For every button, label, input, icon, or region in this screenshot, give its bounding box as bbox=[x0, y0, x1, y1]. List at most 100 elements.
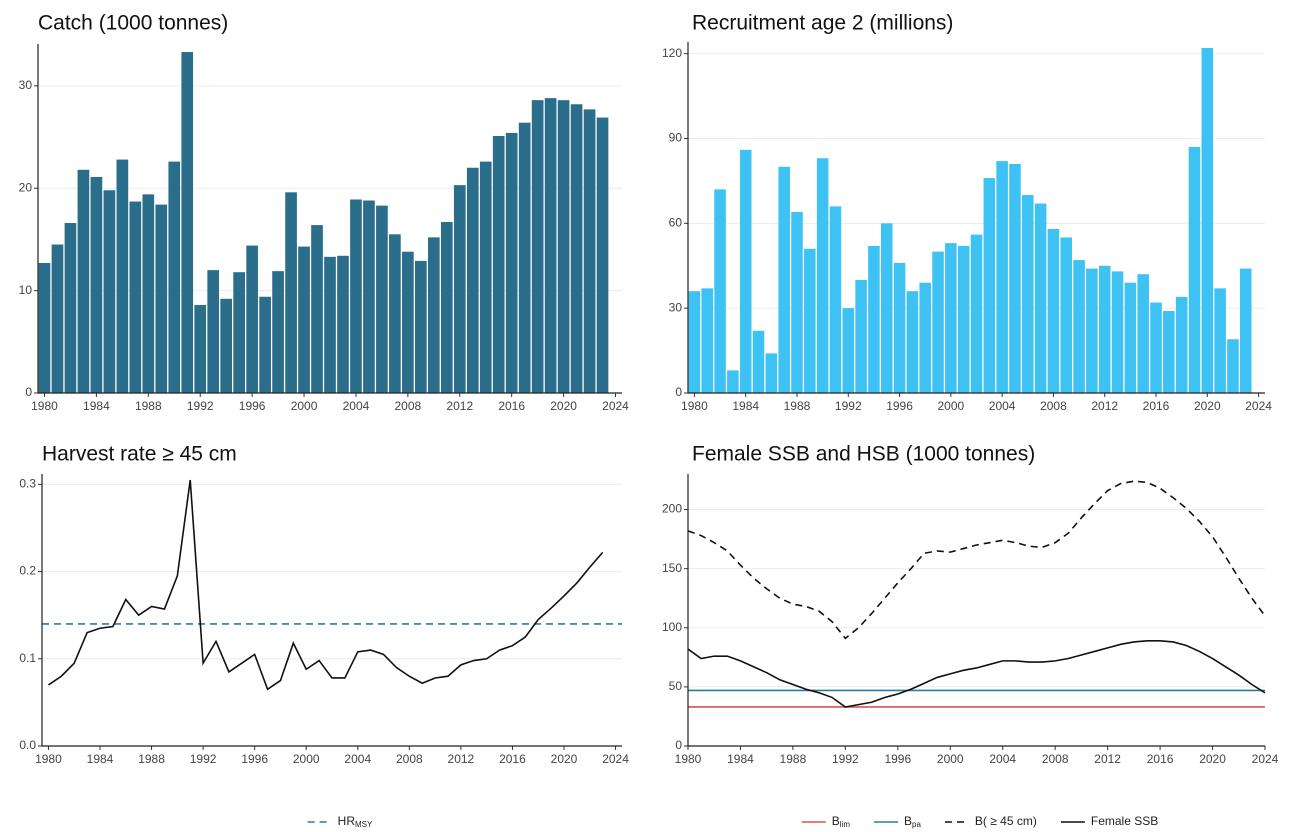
bar bbox=[77, 169, 90, 393]
x-tick-label: 1996 bbox=[886, 399, 913, 413]
bar bbox=[64, 223, 77, 393]
bar bbox=[1034, 203, 1047, 393]
y-tick-label: 50 bbox=[669, 679, 683, 693]
x-tick-label: 1992 bbox=[832, 752, 859, 766]
bar bbox=[919, 282, 931, 393]
x-tick-label: 1996 bbox=[884, 752, 911, 766]
x-tick-label: 2004 bbox=[343, 399, 370, 413]
bar bbox=[1214, 288, 1226, 393]
bar bbox=[932, 251, 944, 393]
x-tick-label: 1992 bbox=[835, 399, 862, 413]
bar bbox=[868, 245, 880, 393]
bar bbox=[739, 149, 752, 393]
bar bbox=[906, 291, 919, 393]
x-tick-label: 2016 bbox=[498, 399, 525, 413]
bar bbox=[142, 194, 155, 393]
x-tick-label: 2020 bbox=[551, 752, 578, 766]
bar bbox=[415, 260, 427, 393]
bar bbox=[804, 248, 816, 393]
bar bbox=[402, 251, 414, 393]
x-tick-label: 2004 bbox=[344, 752, 371, 766]
legend: Blim Bpa B( ≥ 45 cm) Female SSB bbox=[801, 814, 1158, 829]
bar bbox=[246, 245, 258, 393]
chart-title: Recruitment age 2 (millions) bbox=[692, 12, 953, 35]
bar bbox=[829, 206, 842, 393]
bar bbox=[1175, 296, 1188, 393]
y-tick-label: 60 bbox=[669, 215, 683, 229]
bar bbox=[688, 291, 701, 393]
y-tick-label: 0 bbox=[25, 385, 32, 399]
bar bbox=[1086, 268, 1098, 393]
bar bbox=[38, 262, 51, 393]
x-tick-label: 2024 bbox=[602, 752, 629, 766]
y-tick-label: 100 bbox=[662, 620, 682, 634]
x-tick-label: 1992 bbox=[190, 752, 217, 766]
bar bbox=[842, 308, 855, 393]
bar bbox=[596, 117, 609, 394]
bar bbox=[181, 52, 194, 393]
bar bbox=[970, 234, 983, 393]
x-tick-label: 2016 bbox=[1147, 752, 1174, 766]
bar bbox=[1009, 163, 1021, 393]
y-tick-label: 90 bbox=[669, 131, 683, 145]
x-tick-label: 1980 bbox=[675, 752, 702, 766]
bar bbox=[466, 167, 479, 393]
y-tick-label: 10 bbox=[19, 283, 33, 297]
x-tick-label: 1984 bbox=[727, 752, 754, 766]
y-tick-label: 0.3 bbox=[19, 477, 36, 491]
bar bbox=[1201, 48, 1214, 393]
bar bbox=[168, 161, 181, 393]
x-tick-label: 1988 bbox=[135, 399, 162, 413]
bar bbox=[791, 212, 803, 393]
bar bbox=[570, 104, 583, 393]
bar bbox=[778, 166, 790, 393]
bar bbox=[311, 225, 323, 393]
y-tick-label: 0 bbox=[675, 385, 682, 399]
bar bbox=[727, 370, 739, 393]
bar bbox=[531, 100, 544, 393]
bar bbox=[389, 234, 401, 393]
bar bbox=[583, 109, 596, 393]
bar bbox=[440, 222, 453, 393]
legend-name: B bbox=[904, 814, 912, 828]
x-tick-label: 2008 bbox=[396, 752, 423, 766]
bar bbox=[880, 223, 893, 393]
series-line bbox=[47, 479, 604, 691]
legend-name: B( ≥ 45 cm) bbox=[975, 814, 1037, 828]
bar bbox=[453, 185, 466, 393]
bar bbox=[505, 132, 518, 393]
bar bbox=[103, 190, 116, 393]
y-tick-label: 150 bbox=[662, 561, 682, 575]
x-tick-label: 2004 bbox=[989, 399, 1016, 413]
bar bbox=[479, 161, 492, 393]
legend-name: Female SSB bbox=[1091, 814, 1158, 828]
x-tick-label: 1984 bbox=[83, 399, 110, 413]
bar bbox=[1111, 271, 1124, 393]
legend-label: B( ≥ 45 cm) bbox=[975, 814, 1037, 828]
chart-title: Catch (1000 tonnes) bbox=[38, 12, 228, 35]
bar bbox=[1022, 195, 1034, 393]
bar bbox=[816, 158, 829, 393]
bar bbox=[1098, 265, 1111, 393]
x-tick-label: 2020 bbox=[550, 399, 577, 413]
bar bbox=[945, 243, 957, 393]
y-tick-label: 30 bbox=[19, 78, 33, 92]
x-tick-label: 1988 bbox=[138, 752, 165, 766]
bar bbox=[1124, 282, 1137, 393]
bar bbox=[90, 176, 103, 393]
legend-name: B bbox=[832, 814, 840, 828]
bar bbox=[298, 246, 310, 393]
bar bbox=[350, 199, 362, 393]
x-tick-label: 2000 bbox=[938, 399, 965, 413]
x-tick-label: 1984 bbox=[732, 399, 759, 413]
bar bbox=[1073, 260, 1085, 393]
x-tick-label: 1980 bbox=[31, 399, 58, 413]
chart-title: Harvest rate ≥ 45 cm bbox=[42, 443, 237, 466]
bar bbox=[544, 98, 557, 394]
x-tick-label: 1980 bbox=[681, 399, 708, 413]
bar bbox=[259, 296, 271, 393]
bar bbox=[957, 245, 970, 393]
y-tick-label: 0 bbox=[675, 738, 682, 752]
legend-sub: pa bbox=[912, 820, 921, 829]
bar bbox=[194, 304, 207, 393]
